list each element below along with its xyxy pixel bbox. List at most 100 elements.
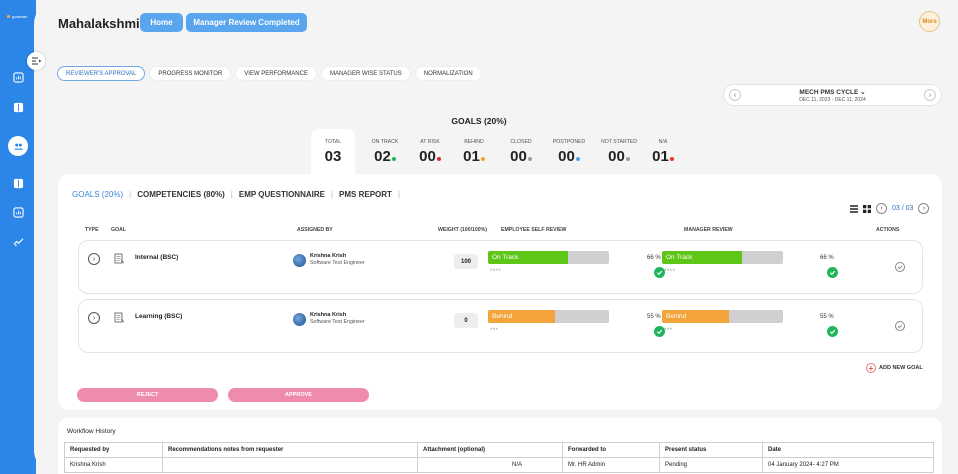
plus-icon: +	[866, 363, 876, 373]
page-prev-button[interactable]: ‹	[876, 203, 887, 214]
subtab-competencies[interactable]: COMPETENCIES (80%)	[137, 190, 225, 199]
status-dot-icon	[527, 157, 532, 161]
grid-view-icon[interactable]	[863, 204, 871, 213]
goals-card: GOALS (20%) | COMPETENCIES (80%) | EMP Q…	[58, 174, 942, 410]
col-weight: WEIGHT (100/100%)	[438, 227, 488, 233]
manager-review-percent: 55 %	[820, 314, 834, 320]
reports-icon[interactable]	[10, 204, 26, 220]
add-new-goal-button[interactable]: + ADD NEW GOAL	[866, 363, 923, 373]
stat-n-a[interactable]: N/A 01	[641, 129, 685, 165]
tab-reviewers-approval[interactable]: REVIEWER'S APPROVAL	[57, 66, 146, 81]
cycle-selector[interactable]: ‹ MECH PMS CYCLE ⌄ DEC 11, 2023 - DEC 11…	[723, 84, 942, 106]
assignee-avatar	[293, 254, 306, 267]
stat-value: 00	[608, 148, 625, 165]
approve-goal-icon[interactable]	[895, 321, 905, 331]
stat-value-wrap: 01	[452, 148, 496, 165]
tab-view-performance[interactable]: VIEW PERFORMANCE	[235, 66, 317, 81]
self-review-status: On Track	[488, 251, 568, 264]
workflow-title: Workflow History	[67, 428, 116, 435]
self-review-percent: 55 %	[647, 314, 661, 320]
subtab-pms-report[interactable]: PMS REPORT	[339, 190, 392, 199]
top-tabs: REVIEWER'S APPROVAL PROGRESS MONITOR VIE…	[57, 66, 482, 81]
wf-requested-by: Krishna Krish	[64, 457, 163, 473]
tab-manager-wise-status[interactable]: MANAGER WISE STATUS	[320, 66, 411, 81]
expand-row-button[interactable]: ›	[88, 253, 100, 265]
analytics-icon[interactable]	[10, 233, 26, 249]
self-review-progress-bar: Behind	[488, 310, 609, 323]
book-icon[interactable]	[10, 99, 26, 115]
status-dot-icon	[391, 157, 396, 161]
sidebar-toggle-button[interactable]	[27, 52, 45, 70]
divider: |	[330, 190, 334, 199]
wf-date: 04 January 2024- 4:27 PM	[762, 457, 934, 473]
wf-col-notes: Recommendations notes from requester	[162, 442, 418, 458]
assignee-avatar	[293, 313, 306, 326]
col-self-review: EMPLOYEE SELF REVIEW	[501, 227, 567, 233]
calendar-icon[interactable]	[10, 175, 26, 191]
tab-normalization[interactable]: NORMALIZATION	[414, 66, 482, 81]
team-icon[interactable]	[8, 136, 28, 156]
stat-value: 00	[419, 148, 436, 165]
assignee-role: Software Test Engineer	[310, 260, 365, 266]
stat-value-wrap: 00	[408, 148, 452, 165]
page-indicator: 03 / 03	[892, 205, 914, 212]
list-view-icon[interactable]	[850, 204, 858, 213]
stat-on-track[interactable]: ON TRACK 02	[363, 129, 407, 165]
wf-present-status: Pending	[659, 457, 763, 473]
stat-not-started[interactable]: NOT STARTED 00	[597, 129, 641, 165]
stat-label: NOT STARTED	[600, 139, 638, 145]
status-dot-icon	[669, 157, 674, 161]
cycle-dates: DEC 11, 2023 - DEC 11, 2024	[799, 97, 866, 103]
stat-closed[interactable]: CLOSED 00	[499, 129, 543, 165]
app-logo-text: goalman	[12, 14, 28, 19]
col-type: TYPE	[85, 227, 99, 233]
assignee-name: Krishna Krish	[310, 253, 347, 259]
app-logo[interactable]: goalman	[7, 14, 27, 19]
wf-col-attachment: Attachment (optional)	[417, 442, 563, 458]
approve-goal-icon[interactable]	[895, 262, 905, 272]
subtab-goals[interactable]: GOALS (20%)	[72, 190, 124, 199]
home-button[interactable]: Home	[140, 13, 183, 32]
stat-value-wrap: 00	[547, 148, 591, 165]
stat-value-wrap: 03	[311, 148, 355, 165]
manager-review-progress-bar: Behind	[662, 310, 783, 323]
tab-progress-monitor[interactable]: PROGRESS MONITOR	[149, 66, 232, 81]
subtab-emp-questionnaire[interactable]: EMP QUESTIONNAIRE	[238, 190, 325, 199]
add-new-goal-label: ADD NEW GOAL	[879, 365, 923, 371]
status-dot-icon	[480, 157, 485, 161]
cycle-prev-button[interactable]: ‹	[729, 89, 741, 101]
wf-col-requested-by: Requested by	[64, 442, 163, 458]
stat-label: BEHIND	[464, 139, 484, 145]
wf-col-forwarded-to: Forwarded to	[562, 442, 660, 458]
stat-value: 00	[510, 148, 527, 165]
cycle-name: MECH PMS CYCLE	[799, 89, 859, 96]
reject-button[interactable]: REJECT	[77, 388, 218, 402]
view-controls: ‹ 03 / 03 ›	[850, 203, 930, 214]
self-review-rating: ***	[490, 328, 499, 334]
expand-row-button[interactable]: ›	[88, 312, 100, 324]
stat-value: 03	[324, 148, 342, 165]
table-row: Krishna Krish N/A Mr. HR Admin Pending 0…	[64, 457, 934, 473]
divider: |	[129, 190, 132, 199]
goal-row[interactable]: › Learning (BSC) Krishna Krish Software Tes…	[78, 299, 923, 353]
status-button[interactable]: Manager Review Completed	[186, 13, 307, 32]
page-next-button[interactable]: ›	[918, 203, 930, 214]
stat-behind[interactable]: BEHIND 01	[452, 129, 496, 165]
status-dot-icon	[575, 157, 580, 161]
employee-name: Mahalakshmi	[58, 16, 140, 31]
check-icon	[654, 267, 665, 278]
wf-forwarded-to: Mr. HR Admin	[562, 457, 660, 473]
cycle-next-button[interactable]: ›	[924, 89, 936, 101]
col-goal: GOAL	[111, 227, 126, 233]
self-review-percent: 66 %	[647, 255, 661, 261]
stat-postponed[interactable]: POSTPONED 00	[547, 129, 591, 165]
menu-collapse-icon	[32, 57, 41, 65]
user-avatar[interactable]: Mors	[919, 11, 940, 32]
stat-at-risk[interactable]: AT RISK 00	[408, 129, 452, 165]
dashboard-icon[interactable]	[10, 69, 26, 85]
stat-total[interactable]: TOTAL 03	[311, 129, 355, 165]
approve-button[interactable]: APPROVE	[228, 388, 369, 402]
manager-review-status: Behind	[662, 310, 729, 323]
manager-review-rating: ***	[664, 328, 673, 334]
goal-row[interactable]: › Internal (BSC) Krishna Krish Software Tes…	[78, 240, 923, 294]
